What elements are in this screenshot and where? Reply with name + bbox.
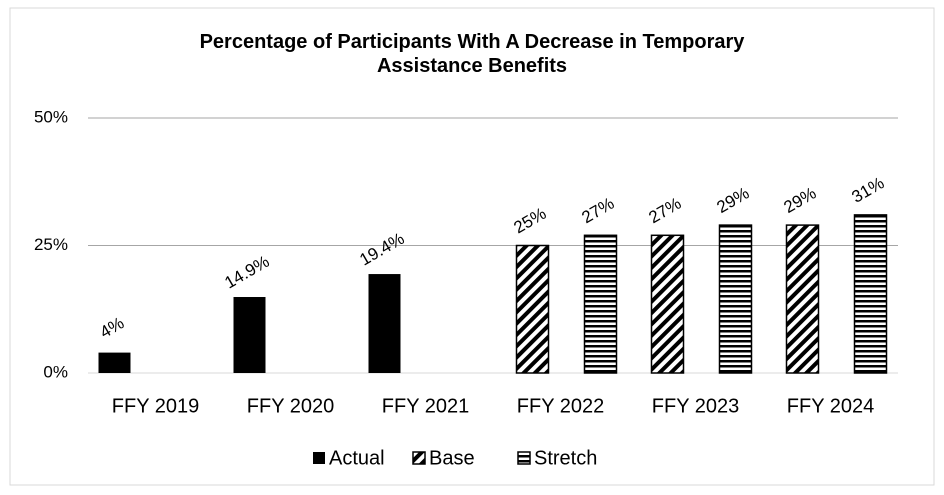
bar (368, 274, 401, 373)
bar (853, 214, 888, 374)
legend-swatch (517, 451, 531, 465)
x-tick-label: FFY 2021 (382, 395, 469, 417)
x-tick-label: FFY 2024 (787, 395, 874, 417)
bar (650, 234, 685, 374)
legend-swatch (412, 451, 426, 465)
y-tick-label: 25% (34, 235, 68, 254)
chart-title: Percentage of Participants With A Decrea… (199, 31, 745, 77)
x-tick-label: FFY 2023 (652, 395, 739, 417)
bar (98, 352, 131, 373)
bar (785, 224, 820, 374)
x-tick-label: FFY 2019 (112, 395, 199, 417)
bar (583, 234, 618, 374)
y-tick-label: 50% (34, 107, 68, 126)
legend-label: Stretch (534, 447, 597, 469)
chart-border (9, 7, 935, 486)
legend-label: Base (429, 447, 475, 469)
legend-swatch (313, 452, 325, 464)
bar (718, 224, 753, 374)
legend-label: Actual (329, 447, 385, 469)
bar (233, 297, 266, 373)
bar (515, 244, 550, 374)
x-tick-label: FFY 2020 (247, 395, 334, 417)
x-tick-label: FFY 2022 (517, 395, 604, 417)
y-tick-label: 0% (43, 362, 68, 381)
